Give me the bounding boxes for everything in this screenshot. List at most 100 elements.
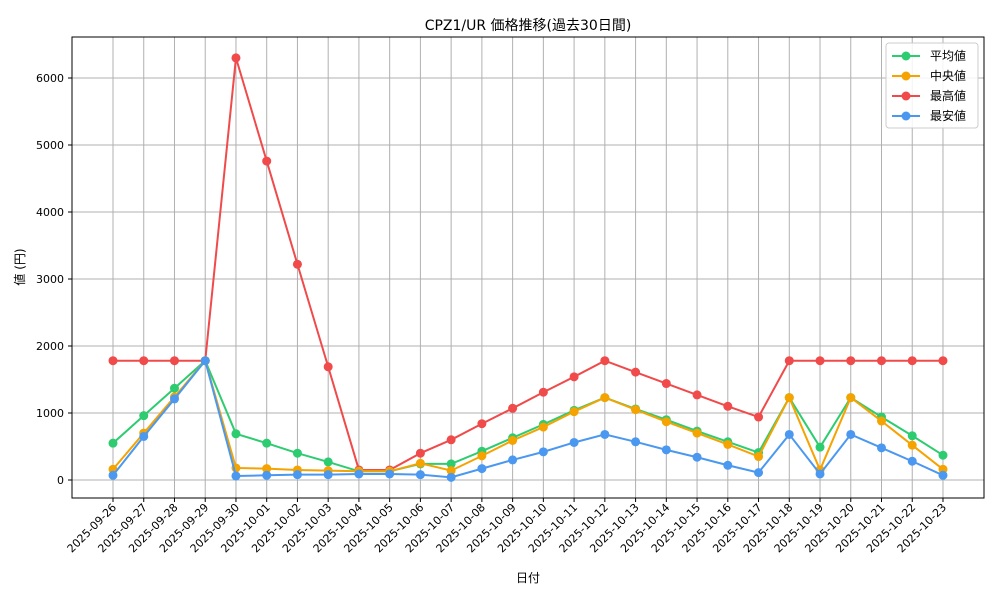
y-tick-label: 4000 — [36, 206, 64, 219]
data-point — [262, 464, 272, 474]
data-point — [262, 470, 272, 480]
series-0 — [108, 356, 948, 476]
data-point — [446, 466, 456, 476]
data-point — [877, 416, 886, 426]
y-axis-ticks: 0 1000 2000 3000 4000 5000 6000 — [36, 72, 72, 487]
data-point — [262, 156, 272, 166]
data-point — [415, 458, 425, 468]
data-point — [477, 464, 487, 474]
data-point — [631, 437, 641, 447]
legend-box — [885, 42, 979, 129]
data-point — [815, 356, 825, 366]
legend-marker-icon — [901, 111, 911, 121]
data-point — [139, 431, 149, 441]
data-point — [846, 356, 856, 366]
data-point — [354, 469, 364, 479]
data-point — [139, 356, 149, 366]
data-point — [139, 411, 149, 421]
data-point — [477, 419, 487, 429]
data-point — [292, 448, 302, 458]
series-line — [112, 358, 944, 479]
data-point — [323, 457, 333, 467]
data-point — [231, 53, 241, 63]
data-point — [631, 367, 641, 377]
y-tick-label: 0 — [57, 474, 64, 487]
legend-item: 中央値 — [892, 68, 966, 83]
legend-item: 最高値 — [892, 88, 966, 103]
data-point — [508, 455, 518, 465]
x-axis-label: 日付 — [516, 571, 540, 585]
data-point — [292, 259, 302, 269]
data-point — [907, 456, 917, 466]
series-line — [113, 57, 943, 471]
y-tick-label: 6000 — [36, 72, 64, 85]
data-point — [692, 390, 702, 400]
legend-label: 平均値 — [930, 48, 966, 63]
data-point — [784, 393, 794, 403]
y-tick-label: 2000 — [36, 340, 64, 353]
legend-marker-icon — [901, 91, 911, 101]
data-point — [569, 407, 579, 417]
y-tick-label: 3000 — [36, 273, 64, 286]
data-point — [108, 438, 118, 448]
data-point — [877, 443, 886, 453]
data-point — [723, 460, 733, 470]
data-point — [446, 472, 456, 482]
data-point — [815, 442, 825, 452]
data-point — [784, 429, 794, 439]
data-point — [938, 470, 948, 480]
data-point — [477, 451, 487, 461]
data-point — [169, 356, 179, 366]
y-tick-label: 5000 — [36, 139, 64, 152]
legend-label: 中央値 — [930, 68, 966, 83]
data-point — [508, 403, 518, 413]
data-point — [631, 405, 641, 415]
data-point — [661, 445, 671, 455]
data-point — [538, 422, 548, 432]
data-point — [661, 417, 671, 427]
data-point — [231, 471, 241, 481]
data-point — [907, 356, 917, 366]
legend-label: 最高値 — [930, 88, 966, 103]
data-point — [323, 470, 333, 480]
plot-frame — [71, 36, 985, 499]
data-point — [692, 428, 702, 438]
data-point — [846, 429, 856, 439]
data-point — [600, 356, 610, 366]
data-point — [569, 372, 579, 382]
data-point — [323, 362, 333, 372]
data-point — [169, 394, 179, 404]
data-point — [600, 429, 610, 439]
series-1 — [108, 356, 948, 476]
data-point — [538, 387, 548, 397]
data-point — [231, 429, 241, 439]
data-point — [815, 469, 825, 479]
data-point — [754, 452, 764, 462]
data-point — [877, 356, 886, 366]
legend-item: 平均値 — [892, 48, 966, 63]
data-point — [169, 383, 179, 393]
data-point — [508, 435, 518, 445]
series-line — [112, 358, 944, 473]
data-point — [292, 470, 302, 480]
data-point — [907, 440, 917, 450]
data-point — [108, 356, 118, 366]
series-2 — [108, 53, 948, 475]
data-point — [600, 393, 610, 403]
data-point — [938, 356, 948, 366]
y-tick-label: 1000 — [36, 407, 64, 420]
data-point — [415, 470, 425, 480]
data-point — [723, 439, 733, 449]
data-point — [385, 469, 395, 479]
series-line — [112, 359, 944, 473]
data-point — [415, 448, 425, 458]
data-point — [200, 356, 210, 366]
data-point — [569, 437, 579, 447]
data-point — [446, 435, 456, 445]
grid-lines — [72, 37, 984, 498]
data-point — [262, 438, 272, 448]
data-point — [692, 452, 702, 462]
series-3 — [108, 356, 948, 482]
